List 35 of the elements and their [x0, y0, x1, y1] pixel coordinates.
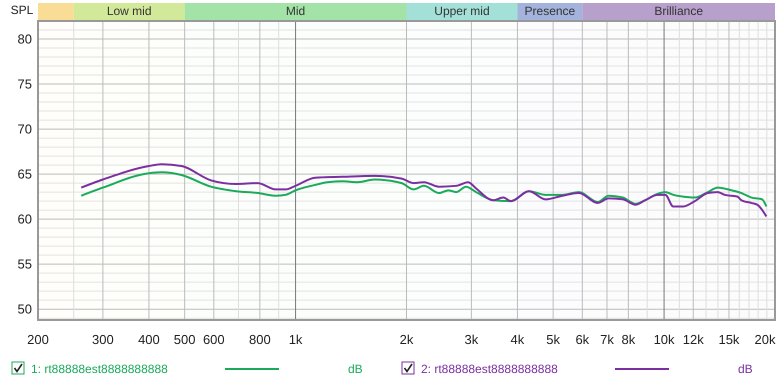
x-tick-label: 7k [600, 332, 614, 347]
y-tick-label: 75 [18, 76, 32, 92]
text: dB [348, 362, 363, 376]
x-tick-label: 20k [754, 332, 776, 347]
text: dB [738, 362, 753, 376]
x-tick-label: 1k [288, 332, 303, 347]
legend-label: 2: rt88888est8888888888 [421, 362, 558, 376]
y-axis-title: SPL [10, 3, 34, 17]
y-tick-label: 55 [18, 256, 32, 272]
x-tick-label: 200 [27, 332, 49, 347]
y-tick-label: 65 [18, 166, 32, 182]
x-tick-label: 6k [575, 332, 590, 347]
x-tick-label: 2k [400, 332, 414, 347]
x-tick-label: 600 [202, 332, 225, 347]
y-tick-label: 80 [18, 32, 32, 47]
x-tick-label: 500 [174, 332, 196, 347]
x-tick-label: 800 [249, 332, 271, 347]
x-tick-label: 12k [682, 332, 704, 347]
x-tick-label: 8k [621, 332, 636, 347]
y-tick-label: 60 [18, 212, 32, 227]
x-tick-label: 4k [510, 332, 525, 347]
band-label: Upper mid [434, 4, 490, 18]
band-label: Brilliance [654, 4, 704, 18]
y-tick-label: 50 [18, 302, 32, 317]
band-label: Presence [524, 4, 576, 18]
x-tick-label: 300 [92, 332, 114, 347]
x-tick-label: 400 [138, 332, 160, 347]
x-tick-label: 5k [546, 332, 561, 347]
band-label: Low mid [106, 4, 152, 18]
x-tick-label: 10k [654, 332, 676, 347]
y-tick-label: 70 [18, 122, 32, 137]
legend-label: 1: rt88888est8888888888 [31, 362, 168, 376]
x-tick-label: 15k [718, 332, 740, 347]
x-tick-label: 3k [464, 332, 479, 347]
band-label: Mid [286, 4, 306, 18]
